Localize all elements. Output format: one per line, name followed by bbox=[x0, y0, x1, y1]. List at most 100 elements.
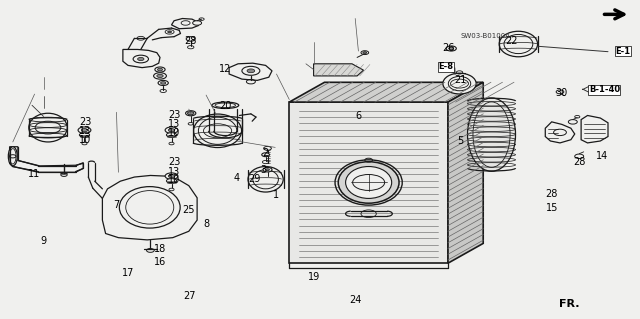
Text: 14: 14 bbox=[595, 151, 608, 161]
Text: 13: 13 bbox=[79, 126, 92, 137]
Circle shape bbox=[168, 174, 175, 178]
Text: 13: 13 bbox=[168, 119, 180, 130]
Text: 19: 19 bbox=[307, 272, 320, 282]
Circle shape bbox=[168, 31, 172, 33]
Text: 23: 23 bbox=[168, 110, 180, 120]
Polygon shape bbox=[289, 102, 448, 263]
Polygon shape bbox=[229, 63, 272, 80]
Text: FR.: FR. bbox=[559, 299, 579, 309]
Text: 18: 18 bbox=[154, 244, 166, 255]
Text: 28: 28 bbox=[573, 157, 586, 167]
Polygon shape bbox=[102, 175, 197, 240]
Text: 12: 12 bbox=[219, 63, 232, 74]
Text: 23: 23 bbox=[168, 157, 180, 167]
Text: 28: 28 bbox=[184, 36, 197, 47]
Circle shape bbox=[266, 169, 269, 171]
Text: SW03-B0100A: SW03-B0100A bbox=[460, 33, 510, 39]
Circle shape bbox=[263, 167, 272, 172]
Circle shape bbox=[157, 68, 163, 71]
Ellipse shape bbox=[166, 133, 177, 137]
Text: 8: 8 bbox=[203, 219, 209, 229]
Polygon shape bbox=[581, 115, 608, 143]
Circle shape bbox=[82, 142, 87, 145]
Polygon shape bbox=[172, 19, 198, 29]
Ellipse shape bbox=[194, 114, 242, 148]
Circle shape bbox=[154, 73, 166, 79]
Text: 7: 7 bbox=[113, 200, 120, 210]
Circle shape bbox=[556, 90, 564, 94]
Circle shape bbox=[10, 155, 16, 158]
Text: 3: 3 bbox=[260, 165, 267, 175]
Text: 2: 2 bbox=[262, 148, 269, 158]
Polygon shape bbox=[123, 49, 160, 68]
Text: 29: 29 bbox=[248, 174, 261, 184]
Text: E-8: E-8 bbox=[438, 63, 453, 71]
Polygon shape bbox=[289, 82, 483, 102]
Ellipse shape bbox=[248, 167, 283, 192]
Circle shape bbox=[363, 52, 367, 54]
Circle shape bbox=[575, 154, 584, 159]
Circle shape bbox=[165, 127, 178, 133]
Circle shape bbox=[188, 112, 194, 115]
Circle shape bbox=[81, 129, 88, 132]
Text: 25: 25 bbox=[182, 205, 195, 215]
Circle shape bbox=[361, 51, 369, 55]
Text: 24: 24 bbox=[349, 295, 362, 306]
Circle shape bbox=[161, 82, 166, 84]
Circle shape bbox=[155, 67, 165, 72]
Text: 16: 16 bbox=[154, 257, 166, 267]
Text: 10: 10 bbox=[168, 175, 180, 185]
Ellipse shape bbox=[499, 31, 538, 57]
Circle shape bbox=[568, 120, 577, 124]
Circle shape bbox=[449, 47, 454, 50]
Circle shape bbox=[169, 142, 174, 145]
Polygon shape bbox=[545, 122, 575, 143]
Text: 20: 20 bbox=[219, 101, 232, 111]
Text: 10: 10 bbox=[79, 135, 92, 145]
Circle shape bbox=[247, 69, 255, 73]
Ellipse shape bbox=[212, 102, 239, 108]
Text: 21: 21 bbox=[454, 75, 467, 85]
Circle shape bbox=[264, 146, 271, 150]
Ellipse shape bbox=[29, 113, 67, 142]
Circle shape bbox=[193, 21, 202, 25]
Text: 1: 1 bbox=[273, 189, 280, 200]
Text: 11: 11 bbox=[28, 169, 41, 179]
Circle shape bbox=[158, 80, 168, 85]
Text: 22: 22 bbox=[506, 36, 518, 47]
Text: 5: 5 bbox=[458, 136, 464, 146]
Circle shape bbox=[186, 111, 196, 116]
Text: 13: 13 bbox=[168, 167, 180, 177]
Text: 6: 6 bbox=[355, 111, 362, 122]
Ellipse shape bbox=[79, 133, 90, 137]
Text: 28: 28 bbox=[545, 189, 558, 199]
Circle shape bbox=[138, 57, 144, 61]
Ellipse shape bbox=[166, 179, 177, 183]
Circle shape bbox=[157, 74, 163, 78]
Text: 9: 9 bbox=[40, 236, 47, 246]
Text: 27: 27 bbox=[183, 291, 196, 301]
Circle shape bbox=[186, 37, 195, 41]
Text: E-1: E-1 bbox=[616, 47, 631, 56]
Ellipse shape bbox=[443, 73, 476, 94]
Circle shape bbox=[165, 173, 178, 179]
Circle shape bbox=[262, 153, 269, 157]
Text: 30: 30 bbox=[556, 87, 568, 98]
Text: B-1-40: B-1-40 bbox=[589, 85, 620, 94]
Circle shape bbox=[169, 188, 174, 191]
Text: 15: 15 bbox=[545, 203, 558, 213]
Ellipse shape bbox=[467, 98, 516, 171]
Circle shape bbox=[78, 127, 91, 133]
Text: 10: 10 bbox=[168, 128, 180, 138]
Polygon shape bbox=[448, 82, 483, 263]
Polygon shape bbox=[314, 64, 364, 76]
Ellipse shape bbox=[346, 167, 392, 198]
Text: 23: 23 bbox=[79, 117, 92, 127]
Circle shape bbox=[168, 129, 175, 132]
Ellipse shape bbox=[339, 162, 399, 203]
Text: 26: 26 bbox=[442, 43, 454, 53]
Text: 17: 17 bbox=[122, 268, 134, 278]
Text: 4: 4 bbox=[234, 173, 240, 183]
Polygon shape bbox=[10, 147, 83, 172]
Ellipse shape bbox=[8, 147, 17, 166]
